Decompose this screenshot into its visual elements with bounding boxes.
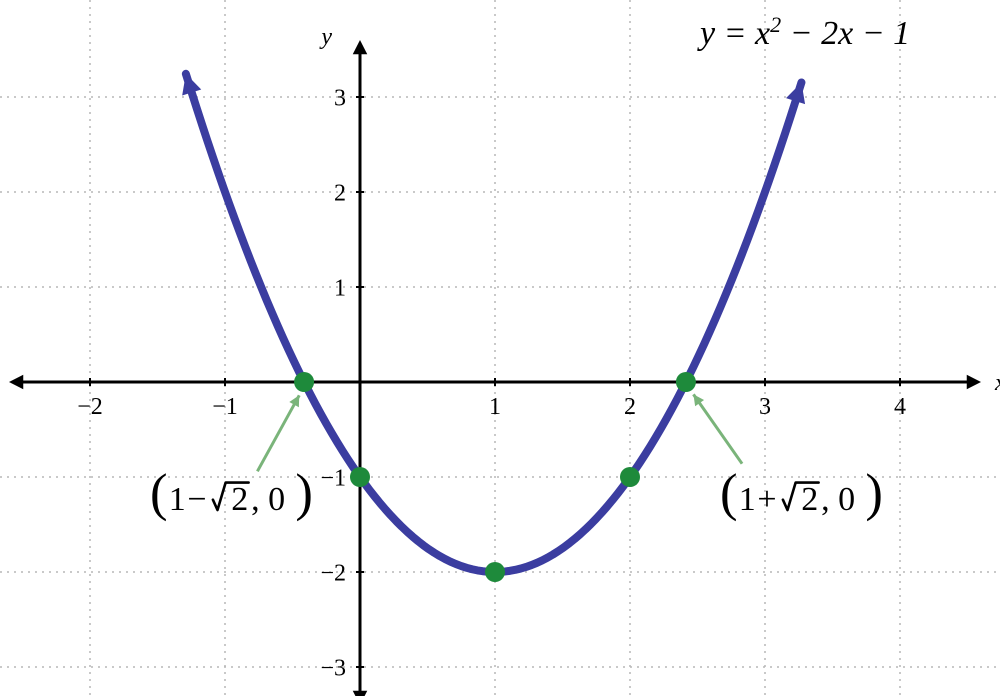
x-tick-label: 1 <box>489 394 501 420</box>
annotation-one: 1 <box>739 481 756 518</box>
marked-point <box>294 372 314 392</box>
y-tick-label: −1 <box>320 465 346 491</box>
x-axis-label: x <box>994 370 1000 396</box>
annotation-radicand: 2 <box>231 481 248 518</box>
y-tick-label: −2 <box>320 560 346 586</box>
y-axis-label: y <box>319 24 332 50</box>
y-tick-label: 2 <box>334 180 346 206</box>
annotation-tail: , 0 <box>251 481 285 518</box>
annotation-sign: − <box>187 481 206 518</box>
marked-point <box>485 562 505 582</box>
equation-label: y = x2 − 2x − 1 <box>697 12 910 53</box>
y-tick-label: 3 <box>334 85 346 111</box>
equation-part: − 2x − 1 <box>781 15 910 52</box>
x-tick-label: 4 <box>894 394 906 420</box>
annotation-one: 1 <box>169 481 186 518</box>
paren-right: ) <box>865 464 883 522</box>
x-tick-label: 3 <box>759 394 771 420</box>
x-tick-label: −2 <box>77 394 103 420</box>
x-tick-label: −1 <box>212 394 238 420</box>
y-tick-label: 1 <box>334 275 346 301</box>
marked-point <box>676 372 696 392</box>
marked-point <box>350 467 370 487</box>
paren-left: ( <box>150 464 168 522</box>
annotation-tail: , 0 <box>821 481 855 518</box>
annotation-sign: + <box>757 481 776 518</box>
y-tick-label: −3 <box>320 655 346 681</box>
equation-superscript: 2 <box>770 12 781 37</box>
paren-left: ( <box>720 464 738 522</box>
plot-background <box>0 0 1000 696</box>
x-tick-label: 2 <box>624 394 636 420</box>
marked-point <box>620 467 640 487</box>
annotation-radicand: 2 <box>801 481 818 518</box>
parabola-chart: −2−11234−3−2−1123xyy = x2 − 2x − 1(1−2, … <box>0 0 1000 696</box>
equation-part: y = x <box>697 15 770 52</box>
paren-right: ) <box>295 464 313 522</box>
